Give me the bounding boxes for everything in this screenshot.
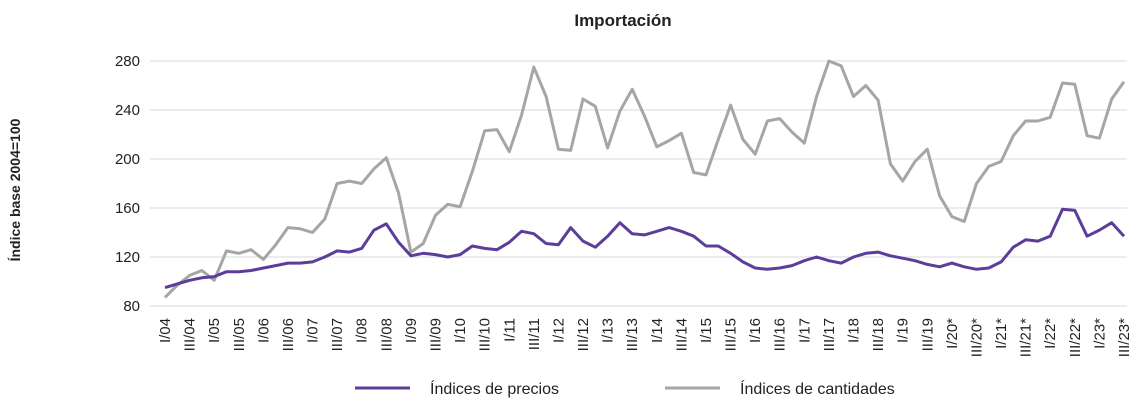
x-tick-label: I/20* — [944, 318, 961, 349]
x-tick-label: III/23* — [1116, 318, 1133, 357]
x-tick-label: I/14 — [649, 318, 666, 343]
series-line — [164, 207, 1126, 290]
x-tick-label: I/08 — [354, 318, 371, 343]
x-tick-label: I/07 — [305, 318, 322, 343]
x-tick-label: III/06 — [280, 318, 297, 351]
series-line — [163, 59, 1126, 299]
legend-label: Índices de cantidades — [740, 379, 895, 398]
legend-label: Índices de precios — [430, 379, 559, 398]
x-tick-label: I/12 — [550, 318, 567, 343]
x-tick-label: III/05 — [231, 318, 248, 351]
x-tick-label: III/04 — [182, 318, 199, 351]
x-tick-label: I/04 — [157, 318, 174, 343]
x-tick-label: III/07 — [329, 318, 346, 351]
x-tick-label: I/19 — [895, 318, 912, 343]
x-tick-label: III/14 — [673, 318, 690, 351]
x-tick-label: I/09 — [403, 318, 420, 343]
y-tick-label: 120 — [115, 249, 140, 266]
y-tick-label: 200 — [115, 151, 140, 168]
x-tick-label: III/20* — [968, 318, 985, 357]
x-tick-label: III/16 — [772, 318, 789, 351]
x-tick-label: I/13 — [600, 318, 617, 343]
y-axis-title: Índice base 2004=100 — [7, 118, 23, 261]
y-tick-label: 280 — [115, 53, 140, 70]
x-tick-label: III/10 — [477, 318, 494, 351]
y-tick-label: 80 — [123, 298, 140, 315]
x-tick-label: III/19 — [919, 318, 936, 351]
x-tick-label: I/18 — [846, 318, 863, 343]
x-tick-label: I/11 — [501, 318, 518, 342]
x-tick-label: III/12 — [575, 318, 592, 351]
x-tick-label: III/08 — [378, 318, 395, 351]
x-tick-label: III/09 — [427, 318, 444, 351]
x-tick-label: III/21* — [1018, 318, 1035, 357]
y-tick-label: 240 — [115, 102, 140, 119]
x-tick-label: I/15 — [698, 318, 715, 343]
x-tick-label: I/21* — [993, 318, 1010, 349]
x-tick-label: III/13 — [624, 318, 641, 351]
x-tick-label: I/23* — [1091, 318, 1108, 349]
chart-title: Importación — [574, 11, 671, 30]
x-tick-label: III/11 — [526, 318, 543, 350]
x-tick-label: III/22* — [1067, 318, 1084, 357]
x-tick-label: I/17 — [796, 318, 813, 343]
x-tick-label: I/05 — [206, 318, 223, 343]
x-tick-label: III/15 — [723, 318, 740, 351]
y-tick-label: 160 — [115, 200, 140, 217]
x-tick-label: I/22* — [1042, 318, 1059, 349]
x-tick-label: III/17 — [821, 318, 838, 351]
x-tick-label: I/06 — [255, 318, 272, 343]
x-tick-label: I/10 — [452, 318, 469, 343]
x-tick-label: I/16 — [747, 318, 764, 343]
x-tick-label: III/18 — [870, 318, 887, 351]
